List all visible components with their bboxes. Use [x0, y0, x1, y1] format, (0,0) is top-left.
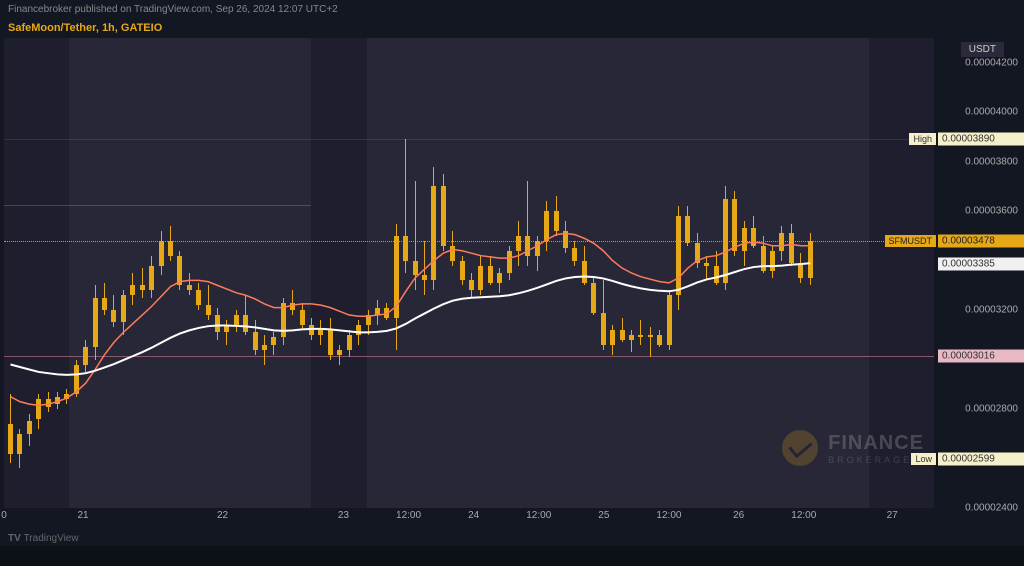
watermark: FINANCE BROKERAGE	[782, 430, 924, 466]
ticker-interval: 1h	[102, 22, 115, 34]
time-axis[interactable]: 0 21 22 23 12:00 24 12:00 25 12:00 26 12:00 27	[4, 508, 934, 526]
ticker-info: SafeMoon/Tether, 1h, GATEIO	[8, 22, 162, 34]
x-tick: 12:00	[656, 510, 681, 521]
price-side-label: High	[909, 133, 936, 145]
watermark-icon	[782, 430, 818, 466]
price-tag: 0.00002599	[938, 452, 1024, 465]
x-tick: 12:00	[396, 510, 421, 521]
y-tick: 0.00004200	[965, 57, 1018, 68]
x-tick: 21	[77, 510, 88, 521]
ticker-exchange: GATEIO	[121, 22, 162, 34]
x-tick: 22	[217, 510, 228, 521]
chart-container: Financebroker published on TradingView.c…	[0, 0, 1024, 546]
price-tag: 0.00003890	[938, 133, 1024, 146]
price-side-label: Low	[911, 453, 936, 465]
price-tag: 0.00003016	[938, 349, 1024, 362]
watermark-sub: BROKERAGE	[828, 455, 924, 465]
y-tick: 0.00003600	[965, 206, 1018, 217]
x-tick: 24	[468, 510, 479, 521]
y-tick: 0.00003200	[965, 305, 1018, 316]
x-tick: 26	[733, 510, 744, 521]
footer-brand: TV TradingView	[8, 533, 79, 544]
quote-currency: USDT	[961, 42, 1004, 57]
source-attribution: Financebroker published on TradingView.c…	[8, 4, 338, 15]
y-tick: 0.00003800	[965, 156, 1018, 167]
x-tick: 12:00	[526, 510, 551, 521]
price-side-label: SFMUSDT	[885, 235, 937, 247]
price-tag: 0.00003478	[938, 235, 1024, 248]
price-axis[interactable]: 0.00004200 0.00004000 0.00003800 0.00003600…	[934, 38, 1024, 508]
x-tick: 25	[598, 510, 609, 521]
y-tick: 0.00004000	[965, 107, 1018, 118]
watermark-title: FINANCE	[828, 432, 924, 455]
ticker-pair: SafeMoon/Tether	[8, 22, 96, 34]
price-tag: 0.00003385	[938, 258, 1024, 271]
x-tick: 12:00	[791, 510, 816, 521]
x-tick: 23	[338, 510, 349, 521]
y-tick: 0.00002800	[965, 404, 1018, 415]
y-tick: 0.00002400	[965, 503, 1018, 514]
x-tick: 27	[887, 510, 898, 521]
x-tick: 0	[1, 510, 7, 521]
